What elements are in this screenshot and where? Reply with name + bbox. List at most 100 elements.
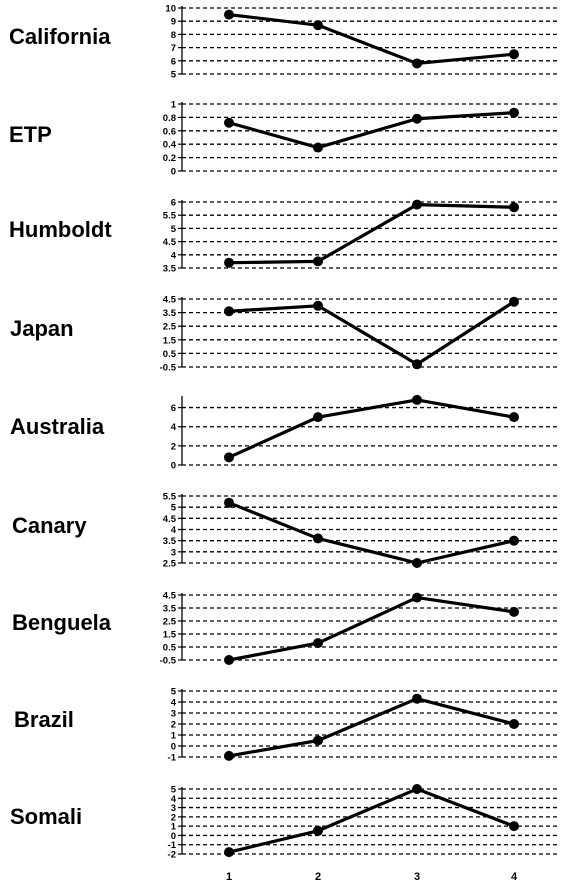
y-tick-label: 5 — [171, 503, 177, 514]
y-tick-label: 10 — [165, 4, 176, 15]
series-line — [228, 697, 515, 758]
panel-title-brazil: Brazil — [14, 707, 74, 732]
series-line — [228, 501, 515, 565]
data-point — [313, 300, 323, 311]
data-point — [412, 113, 422, 124]
data-point — [313, 412, 323, 423]
y-tick-label: 1.5 — [163, 335, 177, 346]
series-line — [228, 13, 515, 66]
series-line — [228, 398, 515, 459]
series-line — [228, 203, 515, 265]
y-tick-label: 4.5 — [163, 591, 177, 602]
data-point — [412, 784, 422, 794]
y-tick-label: 0 — [171, 167, 176, 178]
y-tick-label: 1 — [171, 822, 177, 833]
y-tick-label: 0.5 — [163, 349, 177, 360]
data-point — [509, 535, 519, 546]
y-tick-label: 0.8 — [163, 113, 176, 124]
y-tick-label: 4 — [171, 250, 177, 261]
y-tick-label: 0.5 — [163, 643, 177, 654]
data-point — [412, 592, 422, 603]
y-tick-label: 4.5 — [163, 295, 177, 306]
data-point — [313, 533, 323, 544]
data-point — [224, 750, 234, 761]
y-tick-label: 2.5 — [163, 559, 177, 570]
data-point — [224, 306, 234, 317]
data-point — [313, 638, 323, 649]
y-tick-label: 6 — [171, 403, 176, 414]
data-point — [412, 359, 422, 370]
x-tick-label: 3 — [414, 871, 420, 883]
y-tick-label: -2 — [168, 850, 176, 861]
data-point — [509, 606, 519, 617]
y-tick-label: 5.5 — [163, 492, 177, 503]
y-tick-label: 5 — [171, 224, 177, 235]
x-tick-label: 1 — [226, 871, 232, 883]
y-tick-label: 6 — [171, 198, 176, 209]
y-tick-label: 3 — [171, 803, 176, 814]
y-tick-label: 4 — [171, 422, 177, 433]
y-tick-label: 1.5 — [163, 630, 177, 641]
panel-title-australia: Australia — [10, 414, 105, 439]
y-tick-label: 0.6 — [163, 126, 176, 137]
y-tick-label: 5 — [171, 687, 177, 698]
data-point — [224, 497, 234, 508]
panel-title-somali: Somali — [10, 804, 83, 829]
y-tick-label: 0.2 — [163, 153, 176, 164]
y-tick-label: 1 — [171, 100, 177, 111]
y-tick-label: -0.5 — [160, 363, 177, 374]
data-point — [509, 107, 519, 118]
data-point — [412, 558, 422, 568]
y-tick-label: 3.5 — [163, 536, 177, 547]
series-line — [228, 595, 515, 662]
y-tick-label: 2.5 — [163, 617, 177, 628]
y-tick-label: 0 — [171, 742, 176, 753]
data-point — [224, 452, 234, 463]
y-tick-label: 4.5 — [163, 237, 177, 248]
y-tick-label: 3.5 — [163, 308, 177, 319]
y-tick-label: 0 — [171, 831, 176, 842]
panel-title-humboldt: Humboldt — [9, 217, 112, 242]
data-point — [313, 735, 323, 746]
data-point — [509, 821, 519, 832]
y-tick-label: 3 — [171, 709, 176, 720]
series-line — [228, 787, 515, 854]
data-point — [224, 257, 234, 268]
y-tick-label: 3 — [171, 547, 176, 558]
data-point — [509, 412, 519, 423]
y-tick-label: 4 — [171, 794, 177, 805]
x-tick-label: 2 — [315, 871, 321, 883]
y-tick-label: 5 — [171, 70, 177, 81]
y-tick-label: 2 — [171, 812, 176, 823]
series-line — [228, 111, 515, 150]
y-tick-label: 0.4 — [163, 140, 177, 151]
y-tick-label: 4 — [171, 698, 177, 709]
y-tick-label: -1 — [168, 840, 177, 851]
y-tick-label: -1 — [168, 753, 177, 764]
y-tick-label: 4 — [171, 525, 177, 536]
data-point — [224, 655, 234, 665]
y-tick-label: 3.5 — [163, 264, 177, 275]
data-point — [412, 58, 422, 69]
y-tick-label: 2 — [171, 441, 176, 452]
y-tick-label: 8 — [171, 30, 176, 41]
data-point — [509, 719, 519, 729]
y-tick-label: 2.5 — [163, 322, 177, 333]
y-tick-label: 4.5 — [163, 514, 177, 525]
y-tick-label: 1 — [171, 731, 177, 742]
y-tick-label: 9 — [171, 17, 176, 28]
data-point — [313, 825, 323, 836]
panel-title-japan: Japan — [10, 316, 74, 341]
y-tick-label: 3.5 — [163, 604, 177, 615]
data-point — [412, 394, 422, 405]
data-point — [509, 202, 519, 213]
data-point — [313, 20, 323, 31]
data-point — [509, 49, 519, 60]
x-tick-label: 4 — [511, 871, 518, 883]
y-tick-label: 2 — [171, 720, 176, 731]
y-tick-label: 5.5 — [163, 211, 177, 222]
panel-title-canary: Canary — [12, 513, 87, 538]
data-point — [412, 693, 422, 704]
